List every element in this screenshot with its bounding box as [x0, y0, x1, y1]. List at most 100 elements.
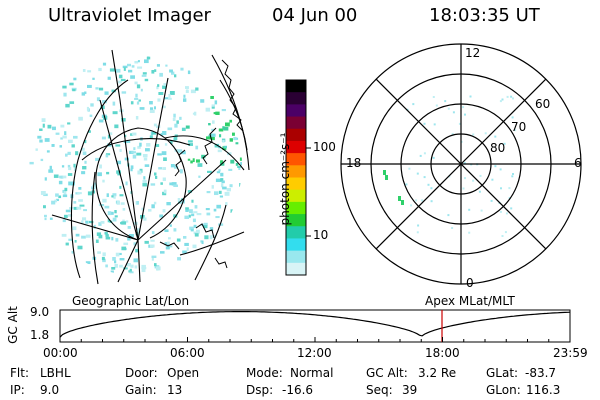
emission-pixel	[130, 168, 133, 172]
emission-pixel	[116, 160, 122, 165]
emission-pixel	[130, 101, 134, 105]
emission-pixel	[96, 232, 102, 236]
emission-pixel	[109, 68, 115, 72]
meridian-line	[51, 214, 139, 241]
emission-pixel	[44, 214, 47, 218]
emission-pixel	[176, 238, 181, 242]
emission-pixel	[122, 208, 126, 211]
emission-pixel	[416, 231, 419, 234]
emission-pixel	[183, 236, 187, 239]
emission-pixel	[472, 179, 475, 182]
emission-pixel	[215, 216, 220, 219]
glon-label: GLon:	[486, 383, 521, 397]
emission-pixel	[37, 135, 42, 139]
emission-pixel	[151, 257, 154, 261]
emission-pixel	[189, 226, 194, 230]
emission-pixel	[141, 207, 145, 211]
emission-pixel	[201, 154, 206, 159]
emission-pixel	[209, 227, 214, 232]
emission-pixel	[196, 229, 200, 234]
colorbar-cell	[286, 104, 306, 118]
emission-pixel	[205, 107, 211, 112]
emission-pixel	[39, 139, 43, 143]
latitude-circle	[194, 204, 227, 281]
emission-pixel	[132, 154, 137, 159]
emission-pixel	[137, 145, 141, 149]
emission-pixel	[133, 258, 138, 263]
meridian-line	[137, 239, 141, 283]
emission-pixel	[145, 148, 150, 152]
emission-pixel	[130, 75, 135, 79]
emission-pixel	[207, 170, 212, 173]
emission-pixel	[125, 140, 131, 143]
emission-pixel	[156, 266, 161, 271]
emission-pixel	[55, 132, 60, 135]
emission-pixel	[210, 96, 214, 99]
emission-pixel	[171, 182, 177, 186]
emission-pixel	[61, 175, 67, 179]
colorbar-cell	[286, 250, 306, 264]
emission-pixel	[217, 149, 222, 153]
emission-pixel	[419, 154, 422, 157]
gc-alt-value: 3.2 Re	[418, 366, 457, 380]
emission-pixel	[193, 231, 197, 235]
emission-pixel	[142, 179, 147, 184]
emission-pixel	[216, 171, 221, 174]
emission-pixel	[435, 104, 438, 107]
emission-pixel	[114, 124, 119, 129]
emission-pixel	[142, 183, 148, 187]
emission-pixel	[151, 204, 155, 209]
emission-pixel	[157, 153, 162, 156]
colorbar-cell	[286, 238, 306, 252]
emission-pixel	[462, 106, 465, 109]
emission-pixel	[233, 137, 237, 141]
emission-pixel	[77, 245, 83, 250]
meridian-line	[137, 77, 169, 241]
emission-pixel	[238, 166, 241, 170]
meridian-line	[99, 99, 139, 241]
emission-pixel	[188, 214, 191, 218]
emission-pixel	[215, 178, 221, 183]
emission-pixel	[68, 214, 73, 217]
coastline-outline	[159, 59, 244, 269]
apex-panel-label: Apex MLat/MLT	[425, 294, 515, 308]
emission-pixel	[168, 94, 171, 98]
emission-pixel	[232, 132, 235, 136]
emission-pixel	[48, 169, 54, 173]
emission-pixel	[430, 200, 433, 203]
latitude-circle	[91, 171, 99, 285]
emission-pixel	[111, 236, 114, 241]
emission-pixel	[86, 106, 89, 111]
emission-pixel	[157, 84, 160, 87]
emission-pixel	[105, 236, 111, 240]
emission-pixel	[164, 97, 169, 100]
emission-pixel	[165, 64, 168, 67]
emission-pixel	[423, 122, 426, 125]
emission-pixel	[191, 213, 195, 217]
emission-pixel	[237, 166, 241, 169]
emission-pixel	[100, 221, 105, 224]
emission-pixel	[125, 181, 128, 186]
seq-label: Seq:	[366, 383, 393, 397]
altitude-curve	[59, 311, 571, 338]
emission-pixel	[154, 69, 157, 72]
emission-pixel	[67, 164, 71, 168]
emission-pixel	[226, 188, 231, 192]
emission-pixel	[512, 97, 514, 100]
emission-pixel	[140, 88, 143, 92]
mlat-label-80: 80	[490, 141, 506, 155]
emission-pixel	[171, 71, 175, 75]
emission-pixel	[188, 143, 193, 146]
emission-pixel	[102, 252, 106, 257]
emission-pixel	[144, 240, 149, 244]
dsp-value: -16.6	[282, 383, 314, 397]
emission-pixel	[506, 95, 509, 98]
emission-pixel	[102, 258, 106, 263]
emission-pixel	[44, 217, 47, 221]
emission-pixel	[163, 83, 167, 86]
emission-pixel	[494, 135, 497, 138]
emission-pixel	[102, 198, 107, 203]
emission-pixel	[468, 231, 471, 234]
emission-pixel	[162, 167, 167, 170]
emission-pixel	[215, 111, 220, 115]
